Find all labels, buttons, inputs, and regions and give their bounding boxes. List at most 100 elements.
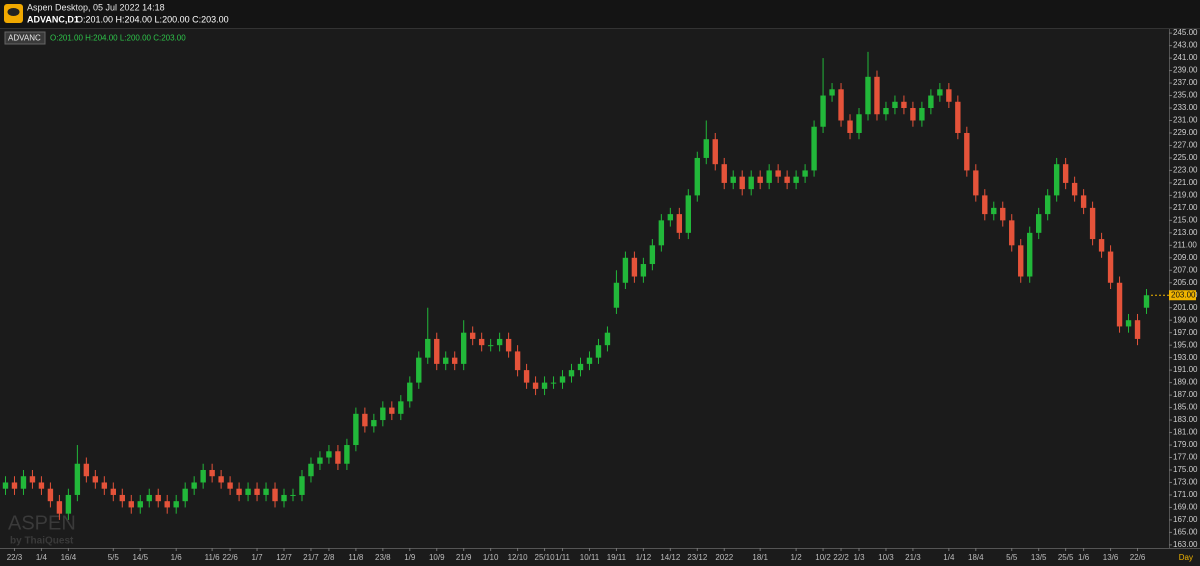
candle-body [1107, 251, 1114, 283]
y-tick-label: 169.00 [1173, 503, 1198, 512]
candle-body [865, 76, 871, 115]
y-tick-label: 171.00 [1173, 490, 1198, 499]
x-tick-label: 1/6 [171, 553, 183, 562]
candle-body [362, 413, 368, 427]
candle-body [1098, 239, 1105, 252]
candle-body [586, 357, 593, 364]
candle-body [101, 482, 108, 489]
y-tick-label: 165.00 [1173, 528, 1198, 537]
x-tick-label: 18/1 [752, 553, 768, 562]
candle-body [209, 469, 215, 477]
y-tick-label: 235.00 [1173, 91, 1198, 100]
candle-body [416, 357, 422, 383]
y-tick-label: 237.00 [1173, 78, 1198, 87]
y-tick-label: 209.00 [1173, 253, 1198, 262]
symbol: ADVANC,D1 [27, 14, 79, 24]
y-tick-label: 177.00 [1173, 453, 1198, 462]
x-tick-label: 1/6 [1078, 553, 1090, 562]
candle-body [92, 476, 99, 483]
x-tick-label: 21/7 [303, 553, 319, 562]
candle-body [577, 363, 584, 371]
candle-body [532, 382, 539, 389]
x-tick-label: 10/2 [815, 553, 831, 562]
y-tick-label: 201.00 [1173, 303, 1198, 312]
y-tick-label: 241.00 [1173, 53, 1198, 62]
candle-body [254, 488, 260, 495]
candle-body [478, 338, 485, 346]
candle-body [1009, 220, 1015, 246]
candle-body [820, 95, 826, 127]
candle-body [811, 126, 817, 171]
candle-body [1125, 320, 1132, 327]
x-tick-label: 14/5 [132, 553, 148, 562]
candle-body [838, 89, 844, 121]
candle-body [559, 376, 566, 383]
y-tick-label: 223.00 [1173, 166, 1198, 175]
x-tick-label: 11/8 [348, 553, 364, 562]
candle-body [128, 501, 134, 508]
candle-body [74, 463, 81, 495]
x-tick-label: 25/5 [1058, 553, 1074, 562]
candle-body [568, 370, 575, 377]
candle-body [1018, 245, 1024, 277]
y-tick-label: 163.00 [1173, 540, 1198, 549]
y-tick-label: 233.00 [1173, 103, 1198, 112]
y-tick-label: 173.00 [1173, 478, 1198, 487]
legend-symbol: ADVANC [8, 34, 41, 43]
y-tick-label: 207.00 [1173, 265, 1198, 274]
candle-body [146, 494, 152, 502]
candle-body [496, 338, 503, 346]
candle-body [955, 101, 961, 133]
candle-body [1116, 282, 1123, 327]
y-tick-label: 229.00 [1173, 128, 1198, 137]
candle-body [299, 476, 305, 495]
x-tick-label: 1/9 [404, 553, 416, 562]
x-tick-label: 21/9 [456, 553, 472, 562]
candle-body [964, 132, 970, 171]
candle-body [380, 407, 386, 421]
candle-body [137, 501, 143, 508]
legend-badge [4, 31, 46, 45]
last-price-badge [1169, 290, 1196, 301]
x-tick-label: 25/10 [535, 553, 556, 562]
candle-body [290, 494, 296, 496]
candle-body [308, 463, 314, 477]
x-tick-label: 22/3 [7, 553, 23, 562]
candle-body [1071, 182, 1078, 196]
candle-body [649, 245, 656, 265]
candle-body [389, 407, 395, 414]
candle-body [65, 494, 72, 514]
y-tick-label: 187.00 [1173, 390, 1198, 399]
candle-body [604, 332, 611, 346]
candle-body [443, 357, 449, 364]
candle-body [856, 114, 862, 133]
last-price-label: 203.00 [1171, 290, 1196, 299]
x-tick-label: 11/6 [205, 553, 221, 562]
legend-ohlc: O:201.00 H:204.00 L:200.00 C:203.00 [50, 34, 186, 43]
candle-body [847, 120, 853, 133]
x-tick-label: 1/7 [251, 553, 263, 562]
y-tick-label: 231.00 [1173, 116, 1198, 125]
candle-body [434, 338, 440, 364]
candle-body [1080, 195, 1087, 208]
candle-body [20, 476, 27, 489]
candle-body [874, 76, 880, 115]
candle-body [658, 220, 665, 246]
candle-body [1027, 232, 1033, 277]
candle-body [550, 382, 557, 384]
candle-body [1062, 164, 1069, 183]
candle-body [469, 332, 476, 339]
y-tick-label: 239.00 [1173, 66, 1198, 75]
candle-body [371, 420, 377, 427]
x-tick-label: 10/11 [580, 553, 600, 562]
y-tick-label: 189.00 [1173, 378, 1198, 387]
candle-body [946, 89, 952, 102]
candle-body [793, 176, 799, 183]
y-tick-label: 197.00 [1173, 328, 1198, 337]
candle-body [164, 501, 170, 508]
y-tick-label: 227.00 [1173, 141, 1198, 150]
y-tick-label: 183.00 [1173, 415, 1198, 424]
candle-body [407, 382, 413, 402]
